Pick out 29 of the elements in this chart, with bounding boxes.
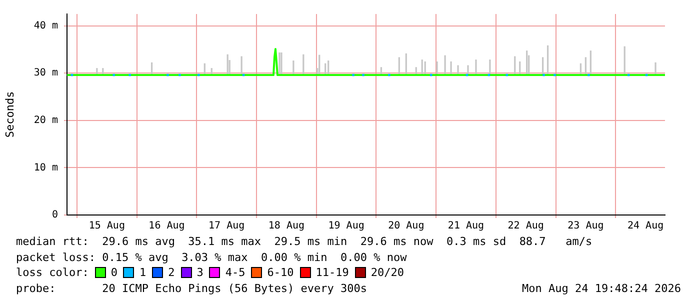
x-tick-label: 23 Aug (568, 220, 604, 232)
x-tick-label: 17 Aug (208, 220, 245, 232)
text: packet loss: 0.15 % avg 3.03 % max 0.00 % min 0.00 % now (16, 250, 407, 265)
x-tick-label: 15 Aug (88, 220, 125, 232)
y-tick-label: 0 (52, 210, 58, 221)
legend-title: loss color: (16, 265, 89, 280)
legend-label: 11-19 (316, 265, 349, 280)
y-tick-label: 30 m (34, 68, 58, 79)
legend-label: 0 (110, 265, 118, 280)
x-tick-label: 16 Aug (148, 220, 185, 232)
x-tick-label: 20 Aug (388, 220, 424, 232)
legend-label: 2 (168, 265, 175, 280)
x-tick-label: 19 Aug (328, 220, 364, 232)
legend-label: 3 (196, 265, 204, 280)
text: median rtt: 29.6 ms avg 35.1 ms max 29.5 ms min 29.6 ms now 0.3 ms sd 88.7 am/s (16, 234, 592, 250)
y-tick-label: 40 m (34, 20, 58, 32)
legend-label: 1 (139, 265, 146, 280)
x-tick-label: 18 Aug (268, 220, 305, 232)
x-tick-label: 21 Aug (448, 220, 484, 232)
text: Mon Aug 24 19:48:24 2026 (522, 280, 681, 296)
x-tick-label: 22 Aug (508, 220, 544, 232)
legend-label: 6-10 (267, 265, 294, 280)
legend-label: 4-5 (225, 265, 246, 280)
y-tick-label: 10 m (34, 162, 58, 174)
text: probe: 20 ICMP Echo Pings (56 Bytes) every 300s (16, 280, 367, 296)
x-tick-label: 24 Aug (627, 220, 664, 232)
y-axis-title: Seconds (3, 91, 16, 138)
y-tick-label: 20 m (34, 115, 58, 126)
legend-label: 20/20 (370, 265, 404, 280)
